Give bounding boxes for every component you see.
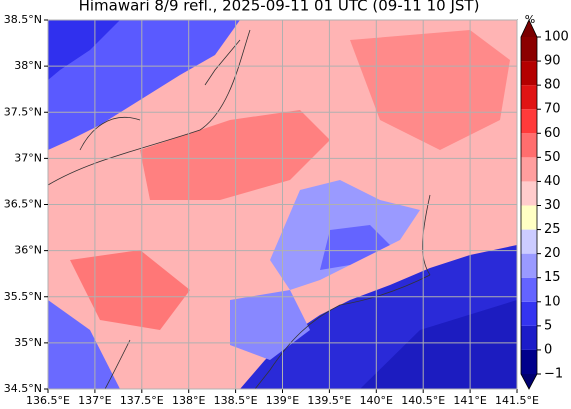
x-tick-label: 138.5°E <box>214 394 258 407</box>
colorbar-bin <box>521 205 537 230</box>
colorbar-tick-label: 10 <box>544 294 561 309</box>
colorbar-tick-label: 80 <box>544 78 561 93</box>
x-tick-label: 139°E <box>266 394 299 407</box>
x-tick-label: 141.5°E <box>495 394 539 407</box>
y-tick-label: 37.5°N <box>4 105 42 118</box>
colorbar-bin <box>521 157 537 182</box>
colorbar-tick-label: 30 <box>544 198 561 213</box>
x-tick-label: 141°E <box>453 394 486 407</box>
y-tick-label: 35°N <box>14 336 42 349</box>
x-tick-label: 136.5°E <box>26 394 70 407</box>
colorbar-tick-label: 25 <box>544 222 561 237</box>
colorbar-over <box>521 20 537 37</box>
colorbar-bin <box>521 301 537 326</box>
colorbar-under <box>521 374 537 389</box>
x-tick-label: 137.5°E <box>120 394 164 407</box>
colorbar-tick-label: 0 <box>544 342 552 357</box>
colorbar-tick-label: 20 <box>544 246 561 261</box>
y-tick-label: 34.5°N <box>4 382 42 395</box>
colorbar-bin <box>521 133 537 158</box>
colorbar-bin <box>521 253 537 278</box>
colorbar-tick-label: 5 <box>544 318 552 333</box>
colorbar-tick-label: 40 <box>544 174 561 189</box>
colorbar-tick-label: 90 <box>544 54 561 69</box>
title: Himawari 8/9 refl., 2025-09-11 01 UTC (0… <box>79 0 480 15</box>
colorbar-bin <box>521 61 537 86</box>
y-tick-label: 38.5°N <box>4 13 42 26</box>
y-tick-label: 35.5°N <box>4 290 42 303</box>
colorbar-tick-label: 50 <box>544 150 561 165</box>
colorbar-tick-label: 15 <box>544 270 561 285</box>
sea-cloud-nw <box>48 20 240 150</box>
colorbar-bin <box>521 109 537 134</box>
colorbar-label: % <box>525 13 535 26</box>
sea-cloud-nw-dark <box>48 20 120 80</box>
colorbar-bin <box>521 181 537 206</box>
y-tick-label: 38°N <box>14 59 42 72</box>
colorbar-tick-label: 70 <box>544 102 561 117</box>
colorbar-bin <box>521 37 537 62</box>
colorbar-tick-label: 60 <box>544 126 561 141</box>
cloud-gap-dark <box>320 225 390 270</box>
pacific-dark <box>360 300 517 389</box>
x-tick-label: 138°E <box>172 394 205 407</box>
coastline <box>47 29 431 390</box>
x-tick-label: 140.5°E <box>401 394 445 407</box>
y-tick-label: 36°N <box>14 244 42 257</box>
cloud-core-sw <box>70 250 190 330</box>
colorbar-bin <box>521 85 537 110</box>
x-tick-label: 139.5°E <box>307 394 351 407</box>
y-tick-label: 36.5°N <box>4 198 42 211</box>
colorbar-bin <box>521 349 537 374</box>
sea-cloud-sw <box>48 300 120 389</box>
colorbar-tick-label: −1 <box>544 367 563 382</box>
x-tick-label: 140°E <box>360 394 393 407</box>
y-tick-label: 37°N <box>14 151 42 164</box>
colorbar-bin <box>521 229 537 254</box>
colorbar-bin <box>521 325 537 350</box>
colorbar-tick-label: 100 <box>544 30 569 45</box>
x-tick-label: 137°E <box>78 394 111 407</box>
colorbar-bin <box>521 277 537 302</box>
